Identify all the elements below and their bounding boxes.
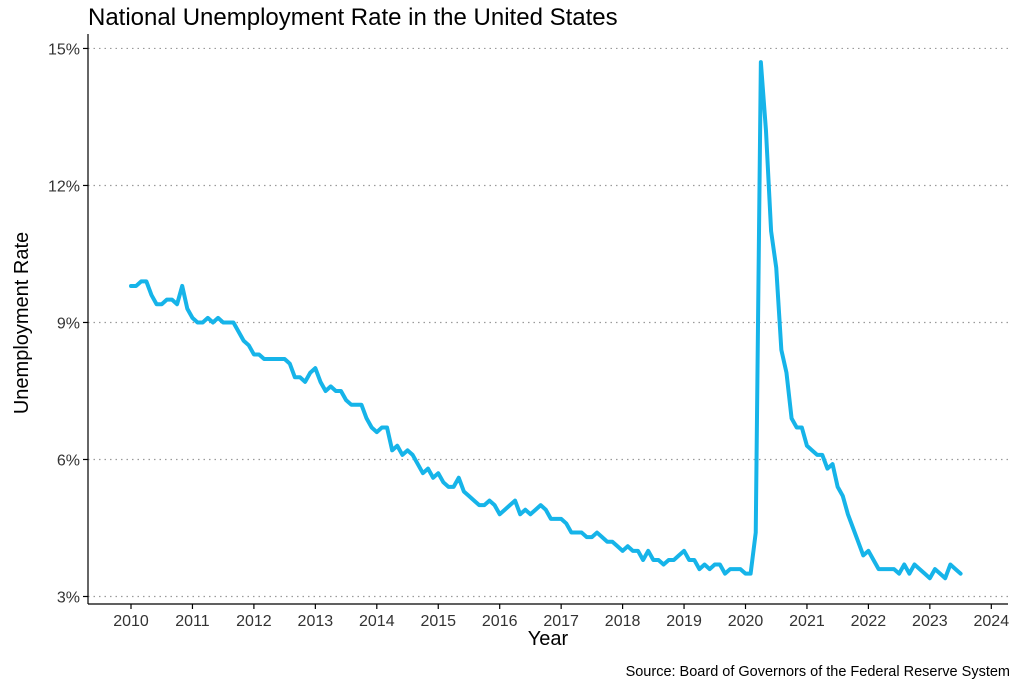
y-ticks: 3% 6% 9% 12% 15% <box>48 41 88 607</box>
x-tick-label: 2024 <box>974 613 1010 630</box>
x-tick-label: 2014 <box>359 613 395 630</box>
x-tick-label: 2022 <box>851 613 887 630</box>
x-ticks: 2010 2011 2012 2013 2014 2015 2016 2017 2018 2019… <box>113 604 1009 630</box>
source-caption: Source: Board of Governors of the Federa… <box>625 664 1010 680</box>
x-axis-title: Year <box>528 628 569 650</box>
y-tick-label: 12% <box>48 178 80 195</box>
x-tick-label: 2012 <box>236 613 272 630</box>
x-tick-label: 2016 <box>482 613 518 630</box>
y-tick-label: 3% <box>57 590 80 607</box>
x-tick-label: 2017 <box>543 613 579 630</box>
x-tick-label: 2018 <box>605 613 641 630</box>
series <box>129 60 963 581</box>
x-tick-label: 2020 <box>728 613 764 630</box>
x-tick-label: 2013 <box>298 613 334 630</box>
x-tick-label: 2010 <box>113 613 149 630</box>
y-axis-title: Unemployment Rate <box>11 232 33 414</box>
axes <box>87 34 1008 605</box>
x-tick-label: 2021 <box>789 613 825 630</box>
y-tick-label: 15% <box>48 41 80 58</box>
x-tick-label: 2019 <box>666 613 702 630</box>
chart-title: National Unemployment Rate in the United… <box>88 4 618 31</box>
x-tick-label: 2011 <box>175 613 210 630</box>
y-tick-label: 6% <box>57 452 80 469</box>
x-tick-label: 2015 <box>420 613 456 630</box>
x-tick-label: 2023 <box>912 613 948 630</box>
series-line-unemployment-rate <box>129 60 963 581</box>
y-tick-label: 9% <box>57 315 80 332</box>
